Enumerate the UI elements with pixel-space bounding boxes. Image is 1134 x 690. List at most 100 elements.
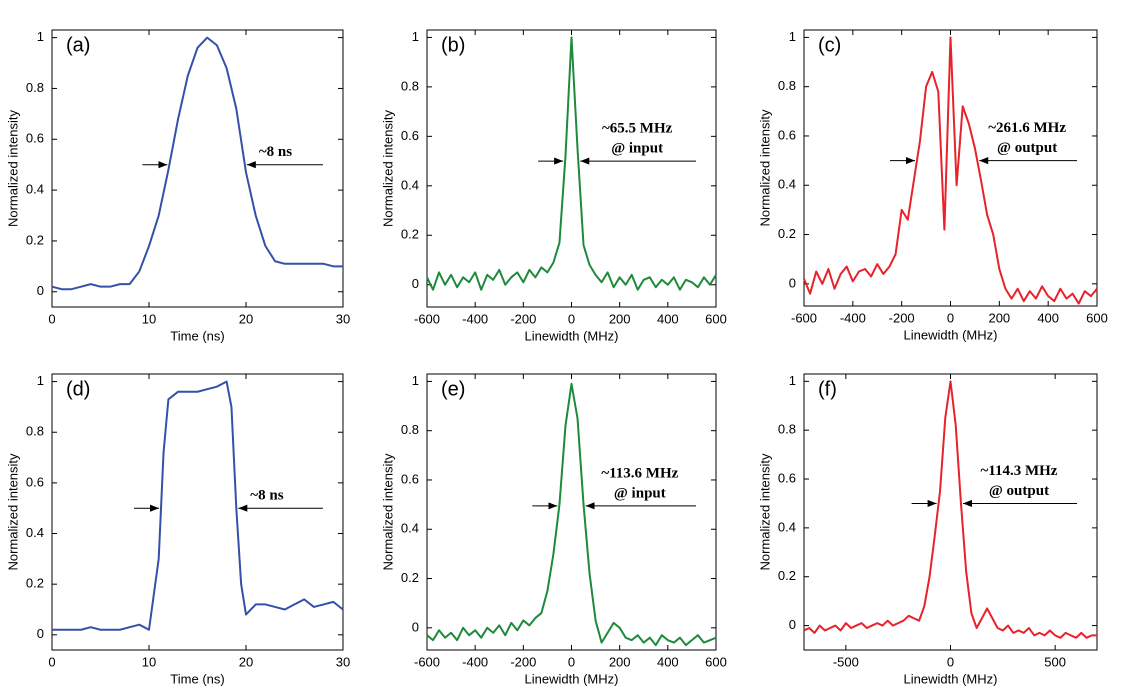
x-axis-label: Linewidth (MHz) [525, 328, 619, 343]
plot-frame [51, 29, 344, 308]
plot-frame [426, 29, 717, 308]
x-tick-label: -200 [889, 310, 915, 325]
x-tick-label: 600 [705, 311, 727, 326]
x-axis-label: Time (ns) [170, 671, 224, 686]
y-tick-label: 0.8 [401, 422, 419, 437]
y-tick-label: 0.8 [26, 80, 44, 95]
x-tick-label: 0 [568, 311, 575, 326]
y-tick-label: 1 [412, 373, 419, 388]
x-tick-label: 200 [609, 311, 631, 326]
y-tick-label: 0 [412, 276, 419, 291]
x-axis-label: Linewidth (MHz) [525, 671, 619, 686]
x-tick-label: 400 [657, 311, 679, 326]
panel: 0 10 20 30 0 0.2 0.4 0.6 0.8 1 Time (ns) Normalized… [5, 373, 350, 686]
x-tick-label: 30 [336, 654, 350, 669]
x-tick-label: 500 [1044, 654, 1066, 669]
annotation: @ output [989, 483, 1049, 499]
x-tick-label: 600 [1086, 310, 1108, 325]
panel: -500 0 500 0 0.2 0.4 0.6 0.8 1 Linewidth (MHz) Nor… [757, 373, 1098, 686]
panel-label: (c) [818, 34, 841, 56]
y-axis-label: Normalized intensity [5, 453, 20, 571]
y-tick-label: 1 [789, 29, 796, 44]
panel-label: (e) [441, 378, 465, 400]
y-tick-label: 0 [789, 275, 796, 290]
y-axis-label: Normalized intensity [5, 109, 20, 227]
y-tick-label: 0.4 [26, 182, 44, 197]
y-tick-label: 1 [37, 373, 44, 388]
panel-label: (d) [66, 378, 90, 400]
y-tick-label: 0.2 [778, 226, 796, 241]
x-tick-label: -600 [414, 311, 440, 326]
x-tick-label: 0 [947, 310, 954, 325]
x-tick-label: -200 [510, 654, 536, 669]
y-tick-label: 0.2 [778, 568, 796, 583]
y-tick-label: 1 [789, 373, 796, 388]
panel: 0 10 20 30 0 0.2 0.4 0.6 0.8 1 Time (ns) Normalized… [5, 29, 350, 343]
y-tick-label: 0.8 [401, 78, 419, 93]
annotation: @ input [614, 485, 666, 501]
y-tick-label: 0.2 [26, 576, 44, 591]
panel-label: (b) [441, 34, 465, 56]
panel-label: (f) [818, 378, 837, 400]
x-tick-label: 0 [48, 654, 55, 669]
data-line [51, 36, 343, 291]
x-tick-label: 200 [988, 310, 1010, 325]
x-tick-label: -600 [791, 310, 817, 325]
y-axis-label: Normalized intensity [757, 109, 772, 227]
y-tick-label: 0.6 [26, 131, 44, 146]
x-tick-label: 0 [48, 311, 55, 326]
y-axis-label: Normalized intensity [380, 109, 395, 227]
panel: -600 -400 -200 0 200 400 600 0 0.2 0.4 0.6 0.8 1 Line… [380, 373, 726, 687]
x-tick-label: 20 [239, 654, 253, 669]
plot-frame [803, 373, 1098, 651]
y-tick-label: 1 [37, 29, 44, 44]
y-tick-label: 0.8 [26, 424, 44, 439]
y-tick-label: 0.2 [401, 227, 419, 242]
annotation: ~8 ns [259, 144, 292, 160]
y-axis-label: Normalized intensity [380, 453, 395, 571]
annotation: ~8 ns [250, 488, 283, 504]
data-line [52, 380, 344, 631]
annotation: @ input [611, 141, 663, 157]
annotation: ~114.3 MHz [980, 463, 1057, 479]
x-tick-label: -400 [462, 654, 488, 669]
annotation: ~261.6 MHz [988, 120, 1066, 136]
panel: -600 -400 -200 0 200 400 600 0 0.2 0.4 0.6 0.8 1 Line… [380, 29, 726, 344]
y-tick-label: 1 [412, 29, 419, 44]
y-tick-label: 0.4 [401, 521, 419, 536]
data-line [426, 382, 717, 647]
y-tick-label: 0 [37, 283, 44, 298]
y-tick-label: 0.6 [401, 471, 419, 486]
y-tick-label: 0 [789, 617, 796, 632]
x-tick-label: 0 [568, 654, 575, 669]
x-tick-label: -400 [840, 310, 866, 325]
x-tick-label: 400 [657, 654, 679, 669]
data-line [803, 36, 1098, 305]
panel: -600 -400 -200 0 200 400 600 0 0.2 0.4 0.6 0.8 1 Line… [757, 29, 1107, 343]
x-tick-label: 20 [239, 311, 253, 326]
plot-frame [51, 373, 344, 651]
annotation: ~113.6 MHz [601, 465, 678, 481]
x-tick-label: 0 [947, 654, 954, 669]
panel-label: (a) [66, 34, 90, 56]
y-tick-label: 0.6 [778, 470, 796, 485]
y-tick-label: 0.4 [401, 177, 419, 192]
y-tick-label: 0.4 [778, 519, 796, 534]
y-tick-label: 0 [412, 619, 419, 634]
x-tick-label: 200 [609, 654, 631, 669]
x-tick-label: -500 [833, 654, 859, 669]
y-tick-label: 0.8 [778, 422, 796, 437]
x-tick-label: 30 [336, 311, 350, 326]
y-tick-label: 0.6 [401, 128, 419, 143]
plot-frame [803, 29, 1098, 307]
x-tick-label: -600 [414, 654, 440, 669]
x-axis-label: Linewidth (MHz) [904, 327, 998, 342]
plot-frame [426, 373, 717, 651]
x-axis-label: Time (ns) [170, 328, 224, 343]
y-axis-label: Normalized intensity [757, 453, 772, 571]
annotation: ~65.5 MHz [602, 121, 673, 137]
y-tick-label: 0 [37, 626, 44, 641]
annotation: @ output [997, 140, 1057, 156]
y-tick-label: 0.2 [401, 570, 419, 585]
